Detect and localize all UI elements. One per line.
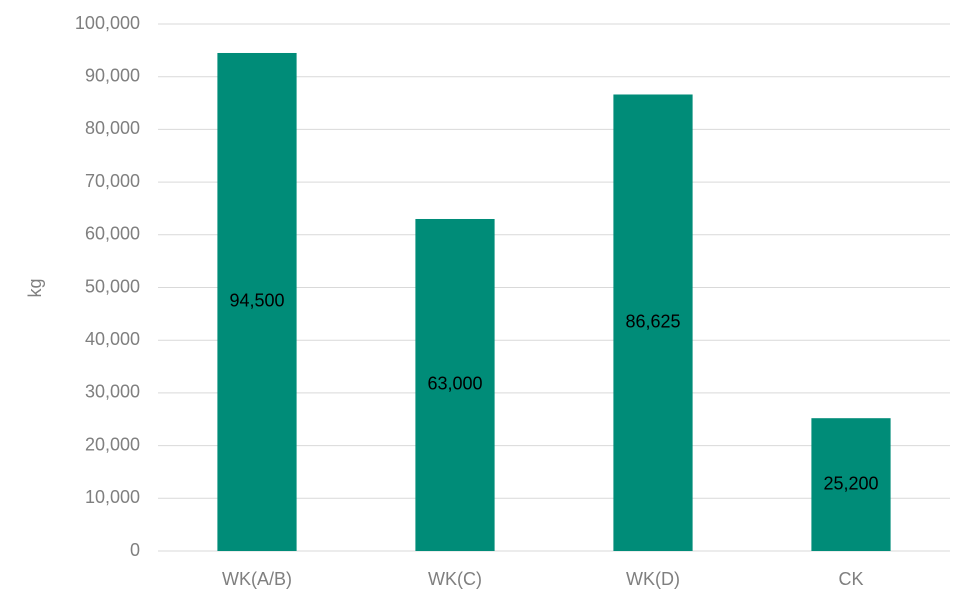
data-label: 94,500 (229, 291, 284, 311)
y-tick-label: 70,000 (85, 171, 140, 191)
y-tick-label: 30,000 (85, 382, 140, 402)
data-label: 63,000 (427, 374, 482, 394)
x-tick-label: WK(A/B) (222, 569, 292, 589)
y-tick-label: 0 (130, 540, 140, 560)
y-tick-label: 50,000 (85, 276, 140, 296)
x-tick-label: WK(C) (428, 569, 482, 589)
data-label: 86,625 (625, 311, 680, 331)
y-tick-label: 90,000 (85, 65, 140, 85)
bar (217, 52, 297, 552)
data-label: 25,200 (823, 473, 878, 493)
y-tick-label: 60,000 (85, 224, 140, 244)
bar (415, 218, 495, 552)
y-tick-label: 20,000 (85, 434, 140, 454)
bar (811, 418, 891, 551)
x-tick-label: WK(D) (626, 569, 680, 589)
y-axis-label: kg (25, 278, 45, 297)
y-tick-label: 80,000 (85, 118, 140, 138)
bar (613, 94, 693, 551)
x-tick-label: CK (838, 569, 863, 589)
y-tick-label: 100,000 (75, 13, 140, 33)
y-tick-label: 40,000 (85, 329, 140, 349)
y-tick-label: 10,000 (85, 487, 140, 507)
